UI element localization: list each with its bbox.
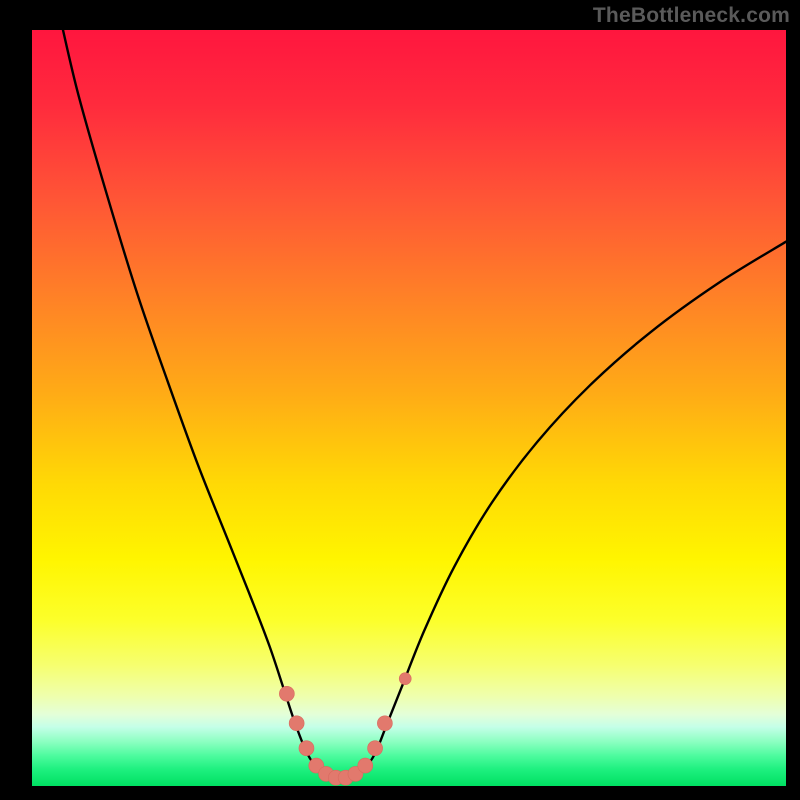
curve-marker [299,741,314,756]
chart-svg [0,0,800,800]
curve-marker [289,716,304,731]
curve-marker [358,758,373,773]
gradient-background [32,30,786,786]
curve-marker [399,673,411,685]
watermark-text: TheBottleneck.com [593,4,790,28]
curve-marker [368,741,383,756]
curve-marker [377,716,392,731]
curve-marker [279,686,294,701]
